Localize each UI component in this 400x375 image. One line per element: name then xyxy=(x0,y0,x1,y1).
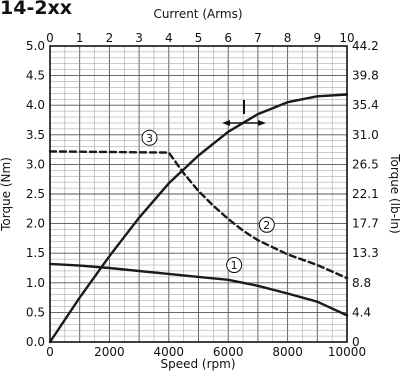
y-tick-label: 2.0 xyxy=(26,217,45,231)
x-axis-label: Speed (rpm) xyxy=(160,357,235,371)
top-tick-label: 4 xyxy=(165,31,173,45)
x-tick-label: 2000 xyxy=(94,345,125,359)
y-tick-label: 2.5 xyxy=(26,187,45,201)
y2-tick-label: 39.8 xyxy=(352,69,379,83)
y-tick-label: 1.5 xyxy=(26,246,45,260)
y-tick-label: 5.0 xyxy=(26,39,45,53)
y-tick-label: 4.0 xyxy=(26,98,45,112)
y2-tick-label: 31.0 xyxy=(352,128,379,142)
y2-tick-label: 4.4 xyxy=(352,305,371,319)
y-tick-label: 0.0 xyxy=(26,335,45,349)
y2-tick-label: 22.1 xyxy=(352,187,379,201)
y2-tick-label: 17.7 xyxy=(352,217,379,231)
top-tick-label: 1 xyxy=(76,31,84,45)
y-tick-label: 0.5 xyxy=(26,305,45,319)
top-tick-label: 7 xyxy=(254,31,262,45)
y2-tick-label: 26.5 xyxy=(352,157,379,171)
top-tick-label: 8 xyxy=(284,31,292,45)
top-tick-label: 0 xyxy=(46,31,54,45)
arrow-right-icon xyxy=(258,120,266,126)
chart-title: 14-2xx xyxy=(0,0,72,19)
y2-axis-label: Torque (lb-In) xyxy=(388,153,400,234)
curve-marker-label: 2 xyxy=(263,219,270,232)
y-tick-label: 3.0 xyxy=(26,157,45,171)
top-tick-label: 3 xyxy=(135,31,143,45)
top-tick-label: 9 xyxy=(313,31,321,45)
y2-tick-label: 13.3 xyxy=(352,246,379,260)
top-tick-label: 6 xyxy=(224,31,232,45)
y-tick-label: 3.5 xyxy=(26,128,45,142)
y-tick-label: 1.0 xyxy=(26,276,45,290)
y2-tick-label: 35.4 xyxy=(352,98,379,112)
y-axis-label: Torque (Nm) xyxy=(0,157,13,232)
top-axis-label: Current (Arms) xyxy=(153,7,242,21)
arrow-left-icon xyxy=(222,120,230,126)
y-tick-label: 4.5 xyxy=(26,69,45,83)
curve-marker-label: 3 xyxy=(146,132,153,145)
y2-tick-label: 44.2 xyxy=(352,39,379,53)
x-tick-label: 0 xyxy=(46,345,54,359)
top-tick-label: 2 xyxy=(106,31,114,45)
x-tick-label: 10000 xyxy=(328,345,366,359)
curve-marker-label: 1 xyxy=(231,259,238,272)
x-tick-label: 8000 xyxy=(272,345,303,359)
y2-tick-label: 0 xyxy=(352,335,360,349)
top-tick-label: 5 xyxy=(195,31,203,45)
y2-tick-label: 8.8 xyxy=(352,276,371,290)
